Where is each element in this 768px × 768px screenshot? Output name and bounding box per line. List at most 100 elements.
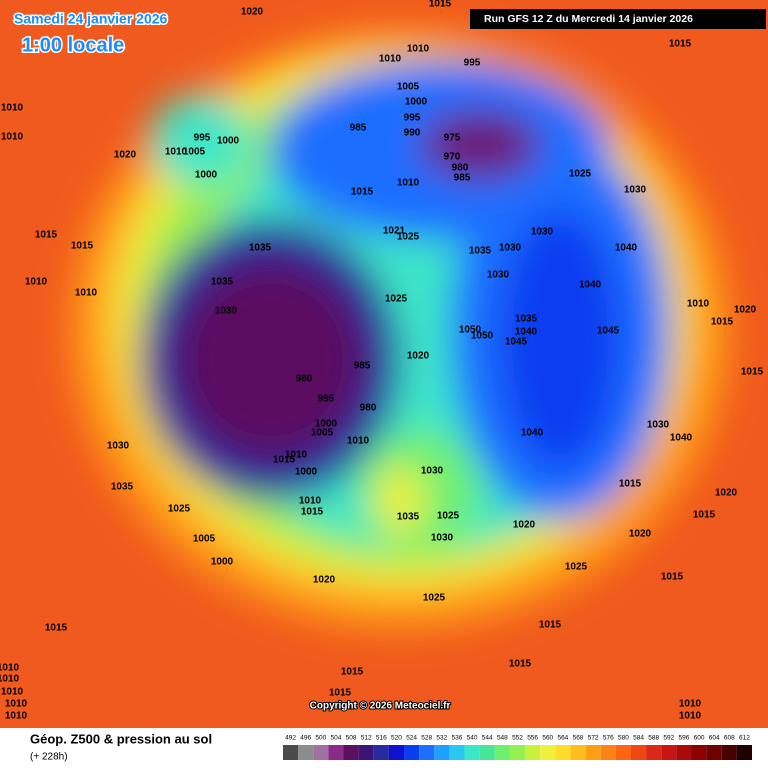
isobar-label: 1015 xyxy=(301,507,324,518)
colorbar-tick-label: 496 xyxy=(300,735,311,742)
colorbar-tick-label: 552 xyxy=(512,735,523,742)
isobar-label: 1000 xyxy=(211,557,234,568)
isobar-label: 1015 xyxy=(693,510,716,521)
colorbar-swatch xyxy=(298,745,314,760)
isobar-label: 1015 xyxy=(539,620,562,631)
colorbar-tick-label: 600 xyxy=(694,735,705,742)
colorbar-tick-label: 492 xyxy=(285,735,296,742)
isobar-label: 1005 xyxy=(193,534,216,545)
isobar-label: 975 xyxy=(444,133,461,144)
colorbar-tick-label: 588 xyxy=(648,735,659,742)
isobar-label: 1000 xyxy=(405,97,428,108)
isobar-label: 1045 xyxy=(597,326,620,337)
isobar-label: 1030 xyxy=(215,306,238,317)
colorbar-swatch xyxy=(676,745,692,760)
isobar-label: 1015 xyxy=(351,187,374,198)
colorbar-tick-label: 508 xyxy=(346,735,357,742)
isobar-label: 1035 xyxy=(249,243,272,254)
isobar-label: 1035 xyxy=(469,246,492,257)
isobar-label: 1015 xyxy=(45,623,68,634)
run-box xyxy=(470,9,766,29)
isobar-label: 1010 xyxy=(687,299,710,310)
colorbar-swatch xyxy=(388,745,405,760)
colorbar-tick-label: 580 xyxy=(618,735,629,742)
isobar-label: 980 xyxy=(296,374,313,385)
colorbar-tick-label: 592 xyxy=(663,735,674,742)
isobar-label: 1010 xyxy=(397,178,420,189)
isobar-label: 1050 xyxy=(471,331,494,342)
isobar-label: 995 xyxy=(318,394,335,405)
colorbar-swatch xyxy=(706,745,722,760)
isobar-label: 1020 xyxy=(715,488,738,499)
isobar-label: 1040 xyxy=(521,428,544,439)
colorbar-tick-label: 520 xyxy=(391,735,402,742)
isobar-label: 1000 xyxy=(217,136,240,147)
isobar-label: 1010 xyxy=(25,277,48,288)
colorbar-swatch xyxy=(721,745,737,760)
isobar-label: 1035 xyxy=(111,482,134,493)
colorbar-swatch xyxy=(283,745,299,760)
isobar-label: 1025 xyxy=(385,294,408,305)
isobar-label: 1030 xyxy=(421,466,444,477)
isobar-label: 1010 xyxy=(299,496,322,507)
isobar-label: 1021 xyxy=(383,226,406,237)
isobar-label: 995 xyxy=(464,58,481,69)
colorbar-swatch xyxy=(494,745,510,760)
isobar-label: 1020 xyxy=(629,529,652,540)
isobar-label: 1015 xyxy=(509,659,532,670)
colorbar-tick-label: 608 xyxy=(724,735,735,742)
colorbar-tick-label: 528 xyxy=(421,735,432,742)
isobar-label: 1030 xyxy=(487,270,510,281)
isobar-label: 1010 xyxy=(0,674,20,685)
isobar-label: 1030 xyxy=(107,441,130,452)
isobar-label: 1010 xyxy=(679,711,702,722)
isobar-label: 990 xyxy=(404,128,421,139)
isobar-label: 1010 xyxy=(1,687,24,698)
isobar-label: 1015 xyxy=(71,241,94,252)
isobar-label: 1040 xyxy=(579,280,602,291)
isobar-label: 1035 xyxy=(397,512,420,523)
colorbar-tick-label: 604 xyxy=(709,735,720,742)
isobar-label: 1030 xyxy=(647,420,670,431)
colorbar-swatch xyxy=(404,745,420,760)
colorbar-swatch xyxy=(419,745,435,760)
colorbar-tick-label: 576 xyxy=(603,735,614,742)
isobar-label: 985 xyxy=(350,123,367,134)
isobar-label: 985 xyxy=(454,173,471,184)
isobar-label: 1010 xyxy=(5,711,28,722)
colorbar-swatch xyxy=(525,745,541,760)
isobar-label: 1030 xyxy=(531,227,554,238)
isobar-label: 995 xyxy=(404,113,421,124)
isobar-label: 1010 xyxy=(165,147,188,158)
colorbar-swatch xyxy=(736,745,752,760)
colorbar-swatch xyxy=(449,745,465,760)
colorbar-tick-label: 504 xyxy=(331,735,342,742)
colorbar-tick-label: 556 xyxy=(527,735,538,742)
colorbar-tick-label: 596 xyxy=(678,735,689,742)
isobar-label: 1015 xyxy=(661,572,684,583)
colorbar-tick-label: 536 xyxy=(452,735,463,742)
isobar-label: 1015 xyxy=(429,0,452,10)
colorbar-tick-label: 572 xyxy=(588,735,599,742)
isobar-label: 1025 xyxy=(437,511,460,522)
colorbar-swatch xyxy=(479,745,495,760)
isobar-label: 1040 xyxy=(515,327,538,338)
colorbar-swatch xyxy=(464,745,480,760)
isobar-label: 1020 xyxy=(313,575,336,586)
isobar-label: 995 xyxy=(194,133,211,144)
isobar-label: 1010 xyxy=(679,699,702,710)
isobar-label: 1040 xyxy=(670,433,693,444)
footer-lead: (+ 228h) xyxy=(30,752,68,763)
isobar-label: 1035 xyxy=(515,314,538,325)
isobar-label: 980 xyxy=(360,403,377,414)
colorbar-tick-label: 532 xyxy=(436,735,447,742)
colorbar-swatch xyxy=(646,745,662,760)
colorbar-tick-label: 548 xyxy=(497,735,508,742)
colorbar-tick-label: 524 xyxy=(406,735,417,742)
isobar-label: 1015 xyxy=(741,367,764,378)
isobar-label: 1000 xyxy=(295,467,318,478)
footer-title: Géop. Z500 & pression au sol xyxy=(30,731,212,746)
colorbar-tick-label: 564 xyxy=(557,735,568,742)
geopotential-field xyxy=(0,0,768,728)
